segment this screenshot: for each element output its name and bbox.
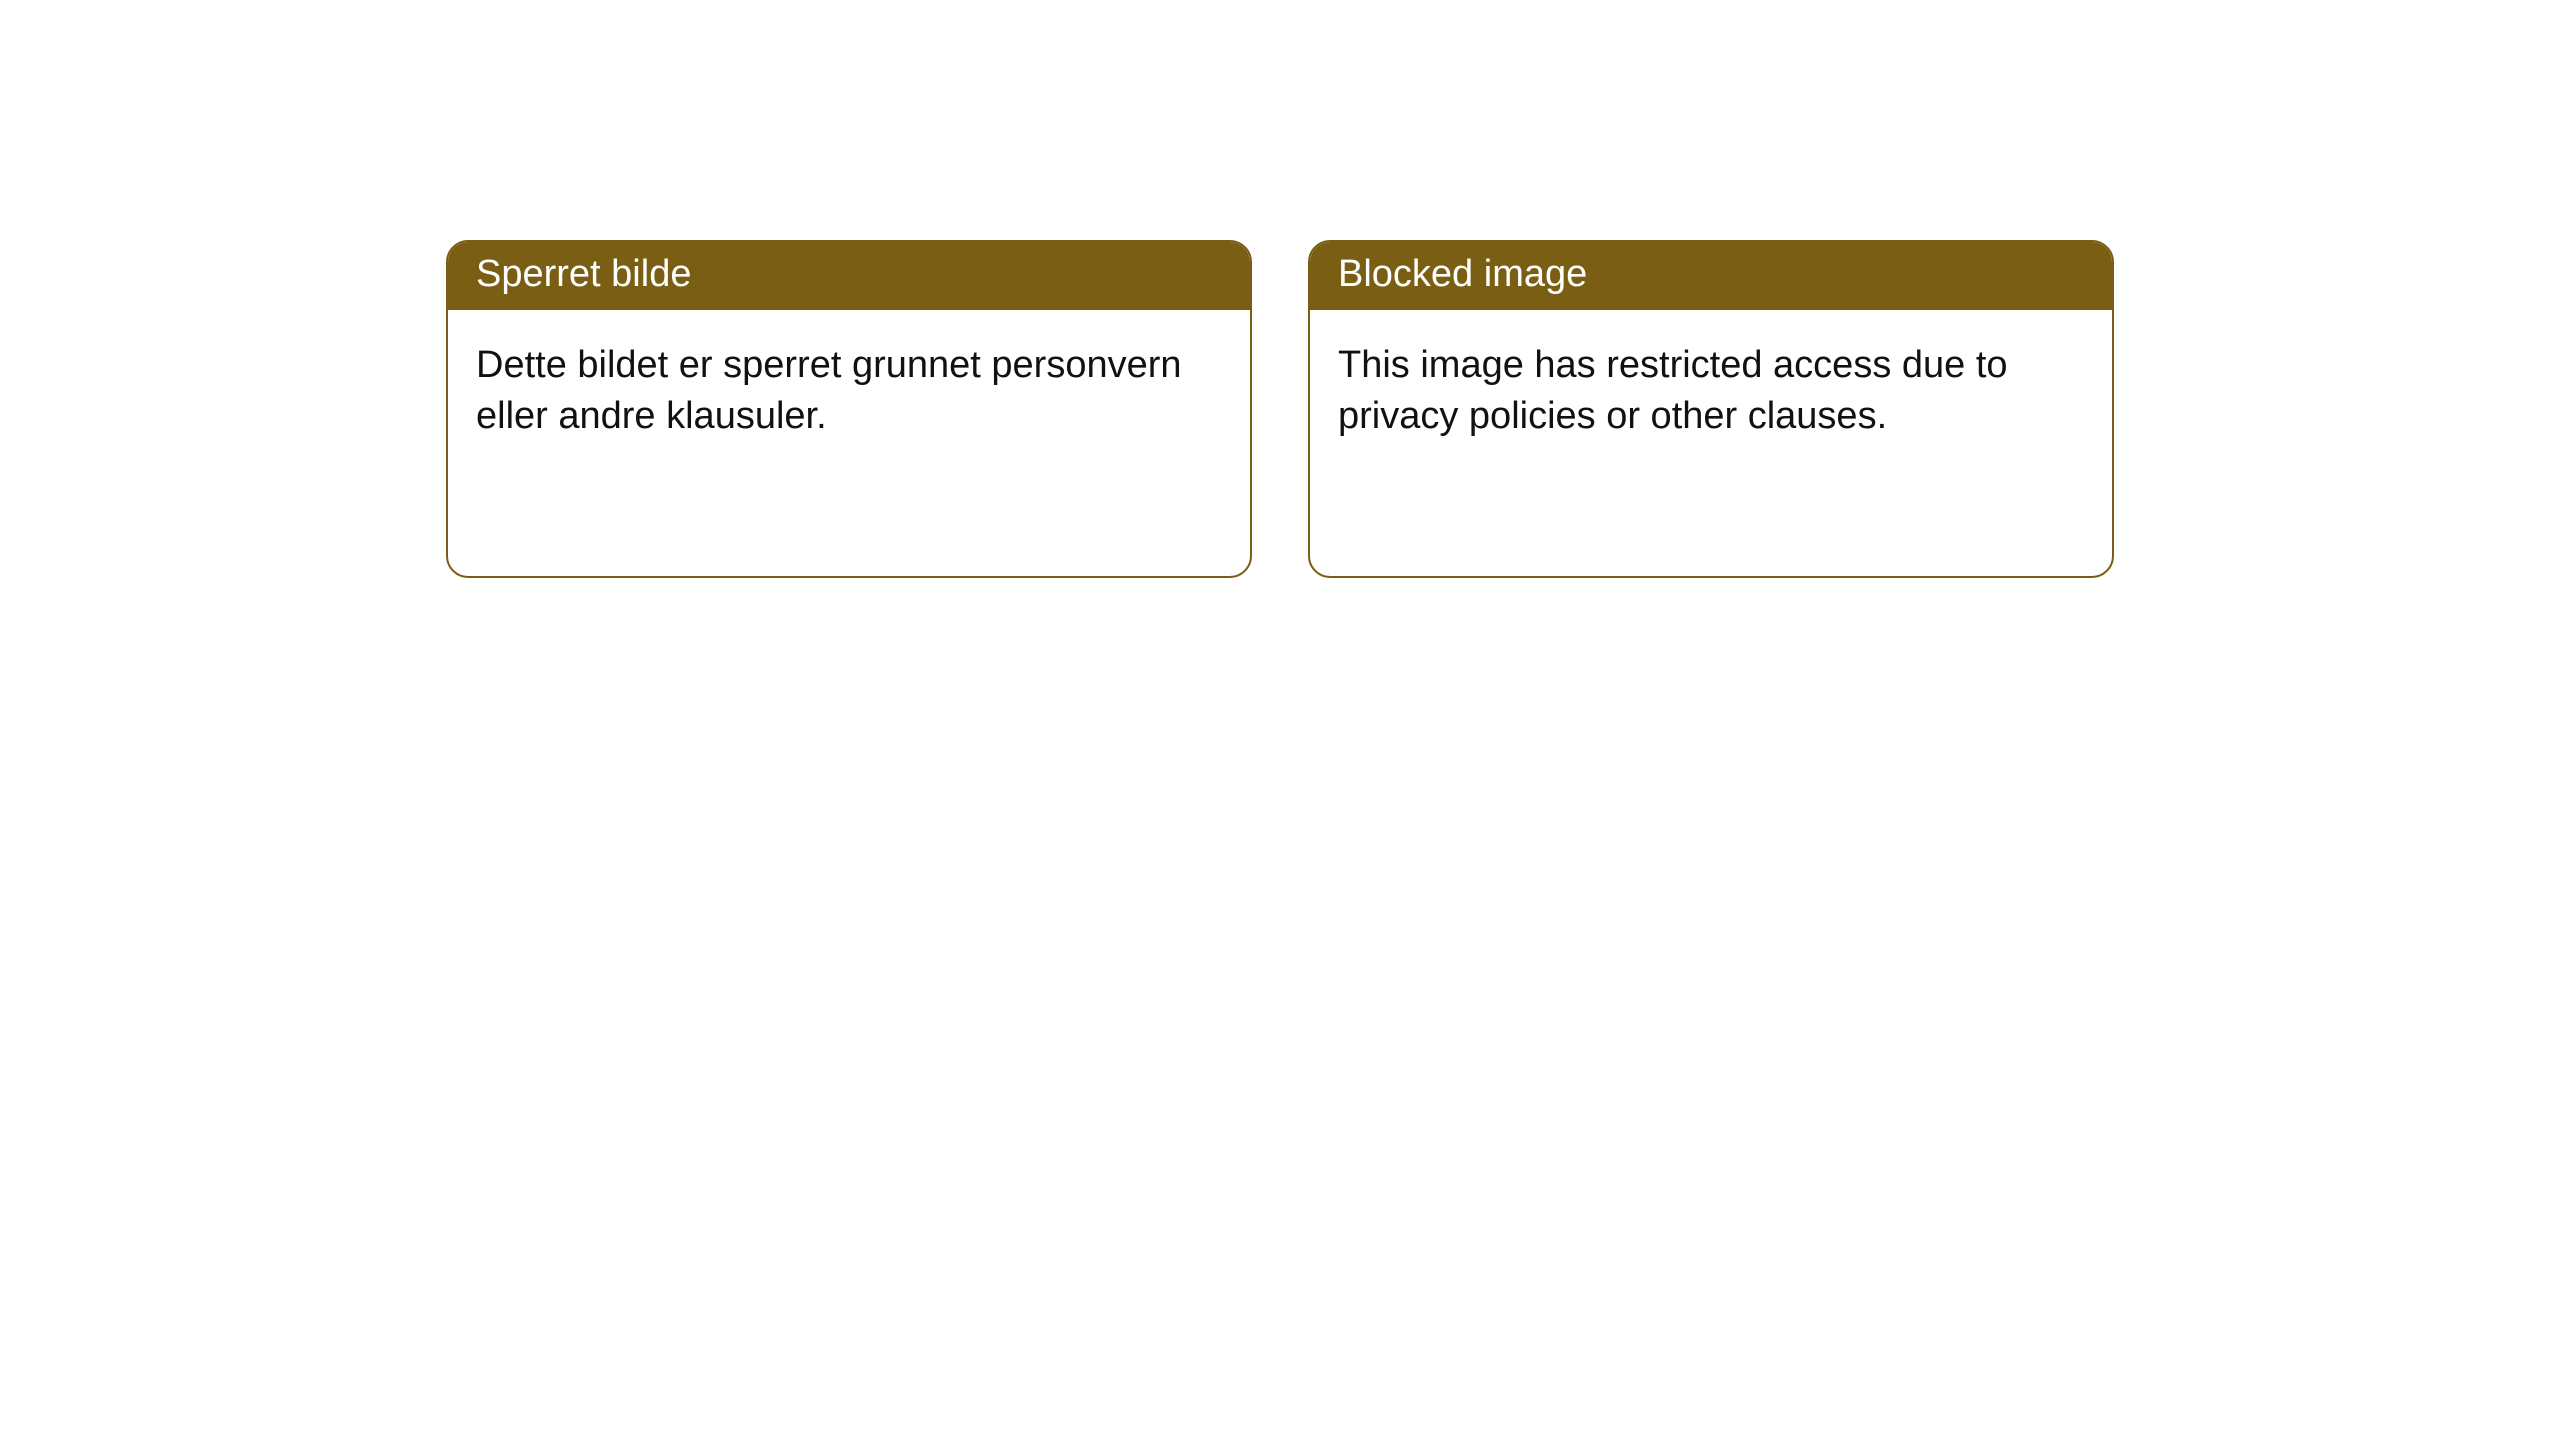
notice-card-body: This image has restricted access due to … bbox=[1310, 310, 2112, 473]
notice-card-english: Blocked image This image has restricted … bbox=[1308, 240, 2114, 578]
notice-card-norwegian: Sperret bilde Dette bildet er sperret gr… bbox=[446, 240, 1252, 578]
notice-card-title: Blocked image bbox=[1310, 242, 2112, 310]
notice-card-body: Dette bildet er sperret grunnet personve… bbox=[448, 310, 1250, 473]
notice-cards-container: Sperret bilde Dette bildet er sperret gr… bbox=[446, 240, 2114, 578]
notice-card-title: Sperret bilde bbox=[448, 242, 1250, 310]
